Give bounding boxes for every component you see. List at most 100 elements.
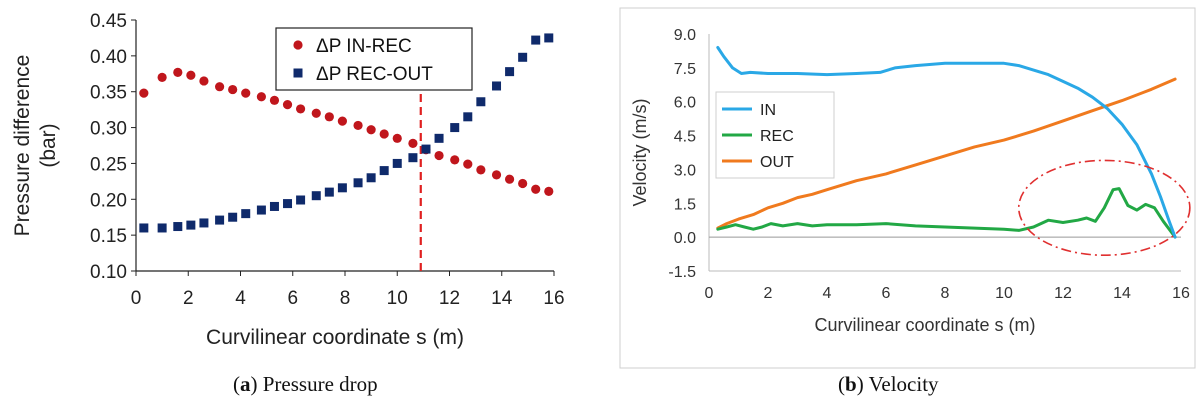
- x-tick-label: 0: [705, 285, 714, 302]
- x-axis-title: Curvilinear coordinate s (m): [814, 315, 1035, 335]
- rec-out-point: [199, 218, 209, 228]
- x-tick-label: 4: [235, 288, 246, 309]
- rec-series-line: [716, 187, 1177, 239]
- in-rec-point: [544, 186, 554, 196]
- x-tick-label: 12: [439, 288, 460, 309]
- rec-out-point: [544, 33, 554, 43]
- x-tick-label: 16: [543, 288, 564, 309]
- y-tick-label: 0.0: [674, 230, 696, 247]
- legend-in-label: IN: [760, 102, 776, 119]
- x-tick-label: 4: [823, 285, 832, 302]
- rec-out-point: [434, 133, 444, 143]
- rec-out-point: [311, 191, 321, 201]
- rec-out-point: [366, 173, 376, 183]
- y-tick-label: 1.5: [674, 196, 696, 213]
- y-tick-label: 3.0: [674, 162, 696, 179]
- in-rec-point: [353, 120, 363, 131]
- rec-out-point: [337, 183, 347, 193]
- y-tick-label: 0.45: [90, 11, 127, 32]
- in-rec-point: [408, 138, 418, 148]
- in-rec-point: [241, 88, 251, 98]
- caption-b-text: Velocity: [868, 372, 939, 396]
- in-rec-point: [157, 72, 167, 82]
- velocity-chart: -1.5 0.0 1.5 3.0 4.5 6.0 7.5 9.0 0 2 4 6 8 10 12 14 16 Cu…: [619, 7, 1196, 369]
- y-tick-label: 0.25: [90, 154, 127, 175]
- in-rec-point: [311, 108, 321, 118]
- y-axis-title: Pressure difference: [11, 55, 34, 237]
- in-rec-point: [269, 95, 280, 105]
- caption-b-label: b: [845, 372, 857, 396]
- legend-rec-out-label: ΔP REC-OUT: [316, 64, 433, 85]
- caption-b: (b) Velocity: [838, 372, 939, 396]
- rec-out-point: [379, 166, 389, 176]
- y-tick-label: 9.0: [674, 27, 696, 44]
- in-rec-point: [199, 76, 209, 86]
- in-rec-point: [324, 112, 334, 122]
- caption-a-text: Pressure drop: [262, 372, 378, 396]
- rec-out-point: [157, 223, 167, 233]
- y-tick-label: -1.5: [668, 264, 696, 281]
- in-rec-point: [476, 165, 486, 175]
- x-tick-label: 16: [1172, 285, 1190, 302]
- x-tick-label: 14: [1113, 285, 1131, 302]
- y-tick-label: 7.5: [674, 61, 696, 78]
- in-series-line: [716, 46, 1177, 239]
- x-tick-label: 2: [183, 288, 194, 309]
- y-tick-label: 6.0: [674, 95, 696, 112]
- x-tick-label: 8: [340, 288, 351, 309]
- rec-out-point: [296, 195, 306, 205]
- y-tick-label: 0.20: [90, 190, 127, 211]
- pressure-drop-figure: 0.10 0.15 0.20 0.25 0.30 0.35 0.40 0.45 0 2 4 6 8 10 1…: [0, 0, 590, 410]
- in-rec-point: [337, 116, 347, 126]
- in-rec-point: [215, 82, 225, 92]
- rec-out-point: [269, 201, 279, 211]
- rec-out-point: [392, 158, 402, 168]
- in-rec-point: [504, 174, 515, 184]
- rec-out-point: [518, 52, 528, 62]
- in-rec-point: [450, 155, 460, 165]
- y-tick-label: 0.40: [90, 47, 127, 68]
- in-rec-point: [186, 70, 196, 80]
- rec-out-point: [283, 199, 293, 209]
- legend-rec-label: REC: [760, 128, 794, 145]
- x-tick-label: 6: [882, 285, 891, 302]
- rec-out-point: [492, 81, 502, 91]
- rec-out-point: [450, 123, 460, 133]
- rec-out-point: [531, 35, 541, 45]
- in-rec-point: [463, 159, 473, 169]
- y-axis-title-unit: (bar): [37, 123, 60, 167]
- rec-out-point: [421, 144, 431, 154]
- y-tick-label: 0.15: [90, 226, 127, 247]
- y-tick-label: 0.10: [90, 262, 127, 283]
- rec-out-point: [463, 112, 473, 122]
- legend-out-label: OUT: [760, 154, 794, 171]
- x-axis-title: Curvilinear coordinate s (m): [206, 326, 464, 349]
- x-tick-label: 2: [764, 285, 773, 302]
- legend-rec-out-marker: [293, 68, 303, 78]
- rec-out-point: [256, 205, 266, 215]
- y-tick-label: 4.5: [674, 129, 696, 146]
- x-tick-label: 0: [131, 288, 142, 309]
- in-rec-point: [392, 133, 402, 143]
- in-rec-point: [228, 84, 238, 95]
- rec-out-point: [186, 220, 196, 230]
- y-tick-label: 0.35: [90, 83, 127, 104]
- legend-box: [275, 27, 473, 91]
- in-rec-point: [491, 170, 502, 180]
- in-rec-point: [295, 104, 306, 114]
- out-series-line: [716, 77, 1177, 230]
- legend-in-rec-label: ΔP IN-REC: [316, 36, 412, 57]
- chart-frame: [619, 7, 1196, 369]
- in-rec-point: [282, 100, 293, 110]
- x-tick-label: 8: [941, 285, 950, 302]
- rec-out-point: [353, 178, 363, 188]
- in-rec-point: [256, 92, 266, 102]
- rec-out-point: [476, 97, 486, 107]
- caption-a: (a) Pressure drop: [233, 372, 378, 396]
- x-tick-label: 6: [287, 288, 298, 309]
- rec-out-point: [324, 187, 334, 197]
- rec-out-point: [241, 209, 251, 219]
- y-tick-label: 0.30: [90, 119, 127, 140]
- in-rec-point: [139, 88, 149, 98]
- pressure-drop-chart: 0.10 0.15 0.20 0.25 0.30 0.35 0.40 0.45 0 2 4 6 8 10 1…: [11, 11, 565, 349]
